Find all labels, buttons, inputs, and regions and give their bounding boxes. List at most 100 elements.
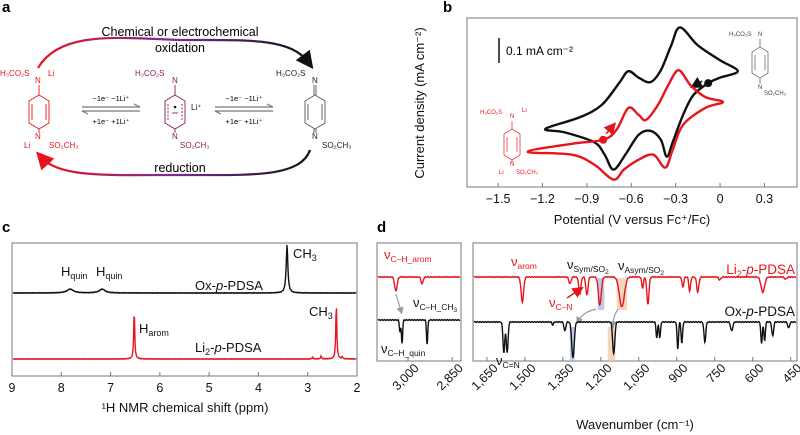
panel-a-scheme: Chemical or electrochemical oxidation re…: [0, 25, 351, 177]
mol1-li-bottom: Li: [24, 141, 30, 150]
mol2-sulfonyl-right: SO₂CH₃: [180, 141, 209, 150]
label-h-quin-2: Hquin: [96, 264, 122, 281]
nmr-spectrum-ox-pdsa: [12, 244, 357, 295]
nmr-x-tick-label: 9: [9, 381, 16, 395]
label-nu-ch-ch3: νC–H_CH3: [413, 295, 458, 314]
label-h-arom: Harom: [139, 321, 169, 338]
ir-right-x-tick-label: 1,200: [583, 361, 615, 393]
cv-ox-sulfonyl-left: H₃CO₂S: [729, 32, 751, 38]
panel-label-b: b: [443, 0, 452, 16]
equilibrium-arrow-1: [81, 103, 141, 115]
ir-left-spectrum-ox-pdsa: [377, 318, 461, 345]
series-label-ox-pdsa: Ox-p-PDSA: [195, 278, 263, 293]
mol1-sulfonyl-left: H₃CO₂S: [0, 69, 29, 78]
cv-curve-red: [526, 68, 725, 181]
label-ch3-li2: CH3: [309, 304, 333, 321]
cv-direction-arrow-red: [603, 122, 617, 136]
panel-label-c: c: [2, 219, 10, 236]
label-nu-arom: νarom: [511, 254, 537, 271]
cv-li2-sulfonyl-left: H₃CO₂S: [480, 110, 502, 116]
reduction-arrow: [36, 149, 312, 177]
molecule-li2-pdsa: H₃CO₂S N Li N Li SO₂CH₃: [0, 69, 78, 150]
label-ch3-ox: CH3: [293, 246, 317, 263]
nmr-x-tick-label: 7: [107, 381, 114, 395]
eq1-top-label: −1e⁻ −1Li⁺: [92, 94, 129, 103]
mol1-n-top: N: [35, 76, 41, 85]
mol2-sulfonyl-left: H₃CO₂S: [135, 69, 164, 78]
shift-arrow-asym: [609, 308, 619, 329]
cv-x-tick-label: −1.5: [486, 192, 511, 206]
cv-x-tick-label: 0: [717, 192, 724, 206]
mol2-n-bottom: N: [172, 132, 178, 141]
ir-x-axis-label: Wavenumber (cm⁻¹): [576, 417, 694, 432]
cv-ox-n-bottom: N: [758, 85, 762, 91]
cv-x-tick-label: −0.9: [575, 192, 600, 206]
cv-x-axis-label: Potential (V versus Fc⁺/Fc): [554, 212, 710, 227]
series-label-li2-pdsa-ir: Li2-p-PDSA: [726, 262, 795, 279]
ir-right-x-tick-label: 1,350: [545, 361, 577, 393]
cv-direction-arrow-black: [690, 76, 704, 89]
mol1-li-top: Li: [48, 69, 54, 78]
equilibrium-arrow-2: [214, 103, 274, 115]
eq1-bottom-label: +1e⁻ +1Li⁺: [92, 117, 129, 126]
cv-ox-n-top: N: [758, 32, 762, 38]
cv-curve-black: [544, 26, 740, 171]
ir-left-spectrum-li2-pdsa: [377, 275, 461, 293]
reduction-label: reduction: [154, 161, 205, 175]
label-nu-asym-so2: νAsym/SO2: [618, 258, 664, 277]
panel-label-a: a: [2, 0, 11, 16]
nmr-x-tick-label: 4: [255, 381, 262, 395]
series-label-li2-pdsa: Li2-p-PDSA: [195, 340, 262, 357]
ir-right-spectrum-ox-pdsa: [473, 320, 797, 359]
highlight-asym-so2-ox: [607, 327, 616, 361]
cv-li2-li-bottom: Li: [499, 170, 504, 176]
highlight-asym-so2-li2: [616, 278, 627, 310]
shift-arrow-sym: [576, 308, 597, 325]
nmr-spectrum-li2-pdsa: [12, 308, 357, 361]
cv-li2-n-top: N: [510, 114, 514, 120]
nmr-x-tick-label: 3: [304, 381, 311, 395]
nmr-x-tick-label: 5: [206, 381, 213, 395]
ir-left-frame: [376, 242, 462, 362]
ir-plot: Wavenumber (cm⁻¹) νC–H_arom νC–H_CH3 νC–…: [376, 242, 800, 432]
label-nu-sym-so2: νSym/SO2: [567, 257, 609, 276]
ir-right-x-tick-label: 450: [780, 361, 800, 386]
eq2-top-label: −1e⁻ −1Li⁺: [225, 94, 262, 103]
cv-ox-sulfonyl-right: SO₂CH₃: [764, 91, 787, 97]
ir-right-frame: [472, 242, 798, 362]
cv-li2-sulfonyl-right: SO₂CH₃: [516, 170, 539, 176]
ir-left-x-tick-label: 3,000: [390, 361, 422, 393]
molecule-radical-intermediate: H₃CO₂S N SO₂CH₃ N Li⁺: [135, 69, 209, 150]
cv-x-tick-label: −0.3: [663, 192, 688, 206]
nmr-x-tick-label: 2: [354, 381, 361, 395]
mol3-sulfonyl-right: SO₂CH₃: [322, 141, 351, 150]
cv-structure-li2: H₃CO₂S N Li N Li SO₂CH₃: [480, 108, 539, 176]
label-nu-cn: νC–N: [549, 295, 573, 312]
oxidation-label-line2: oxidation: [155, 41, 205, 55]
mol2-li-plus: Li⁺: [191, 103, 201, 112]
mol2-n-top: N: [172, 76, 178, 85]
cv-plot-frame: [466, 17, 798, 188]
mol3-sulfonyl-left: H₃CO₂S: [276, 69, 305, 78]
oxidation-label-line1: Chemical or electrochemical: [101, 25, 258, 39]
ir-right-x-tick-label: 600: [742, 361, 767, 386]
molecule-ox-pdsa: H₃CO₂S N N SO₂CH₃: [276, 69, 351, 150]
cv-x-tick-label: 0.3: [756, 192, 773, 206]
nmr-plot-frame: [11, 242, 358, 377]
panel-label-d: d: [377, 219, 386, 236]
ir-right-x-tick-label: 900: [666, 361, 691, 386]
shift-arrow-ch: [395, 293, 404, 315]
nmr-plot: ¹H NMR chemical shift (ppm) Hquin Hquin …: [9, 242, 361, 415]
mol1-sulfonyl-right: SO₂CH₃: [49, 141, 78, 150]
cv-start-marker-black: [704, 79, 713, 88]
scale-bar-label: 0.1 mA cm⁻²: [506, 44, 573, 58]
oxidation-arrow: [37, 36, 314, 70]
eq2-bottom-label: +1e⁻ +1Li⁺: [225, 117, 262, 126]
label-h-quin-1: Hquin: [61, 264, 87, 281]
nmr-x-tick-label: 6: [156, 381, 163, 395]
cv-li2-li-top: Li: [522, 108, 527, 114]
label-nu-ch-quin: νC–H_quin: [381, 341, 426, 358]
nmr-x-axis-label: ¹H NMR chemical shift (ppm): [102, 400, 269, 415]
cv-start-marker-red: [599, 135, 608, 144]
